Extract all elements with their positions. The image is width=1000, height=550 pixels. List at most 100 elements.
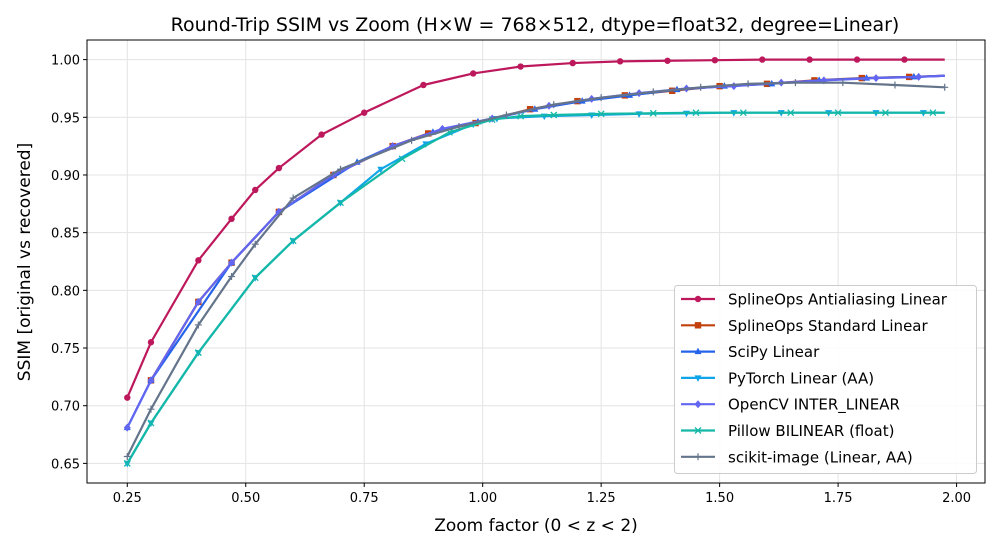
series-scikit-image-linear-aa- [123,79,949,460]
legend-item: OpenCV INTER_LINEAR [681,396,900,415]
data-point [787,109,795,117]
y-tick-label: 0.85 [51,227,80,242]
data-point [398,155,406,163]
legend-marker [694,347,702,355]
x-tick-label: 1.25 [587,491,616,506]
legend-marker [694,400,702,409]
data-point [194,349,202,357]
chart-title: Round-Trip SSIM vs Zoom (H×W = 768×512, … [171,14,900,36]
data-point [597,94,605,102]
series-splineops-antialiasing-linear [124,56,945,401]
data-point [550,101,558,109]
legend-marker [694,427,702,434]
series-pillow-bilinear-float- [123,109,945,467]
data-point [597,110,605,118]
legend-marker [694,295,702,303]
legend-marker [694,453,702,461]
legend-item: scikit-image (Linear, AA) [681,448,913,466]
data-point [649,109,657,117]
x-tick-label: 0.50 [231,491,260,506]
data-point [649,88,657,96]
data-point [194,297,202,306]
y-tick-label: 0.95 [51,111,80,126]
x-tick-label: 2.00 [942,491,971,506]
y-tick-label: 0.65 [51,457,80,472]
data-point [289,237,297,245]
x-axis-label: Zoom factor (0 < z < 2) [434,516,638,536]
data-point [147,339,155,346]
legend-label: Pillow BILINEAR (float) [728,422,894,440]
axis-ticks: 0.25 0.50 0.75 1.00 1.25 1.50 1.75 2.00 0.65 0.70… [51,54,971,506]
data-point [744,80,752,88]
data-point [123,452,131,460]
legend: SplineOps Antialiasing Linear SplineOps S… [674,285,977,474]
data-point [806,56,813,63]
data-point [420,81,427,89]
data-point [228,215,235,223]
legend-label: OpenCV INTER_LINEAR [728,396,900,415]
series-line [126,58,945,399]
legend-item: Pillow BILINEAR (float) [681,422,894,440]
data-point [147,376,155,385]
data-point [929,109,937,117]
legend-label: SciPy Linear [728,343,820,361]
data-point [891,81,899,89]
x-tick-label: 0.75 [350,491,379,506]
x-tick-label: 0.25 [113,491,142,506]
data-point [502,111,510,119]
data-point [361,109,368,116]
y-tick-label: 0.80 [51,284,80,299]
data-point [739,109,747,117]
data-point [337,199,344,207]
data-point [711,56,719,64]
data-point [839,79,847,87]
data-point [251,240,259,248]
data-point [408,136,416,144]
legend-box [674,285,977,474]
data-point [194,321,202,329]
legend-label: PyTorch Linear (AA) [728,369,874,387]
data-point [517,112,525,120]
data-point [470,70,477,77]
data-point [759,56,766,63]
data-point [882,109,889,117]
legend-label: SplineOps Standard Linear [728,317,928,335]
data-point [228,258,236,267]
data-point [616,58,624,65]
x-tick-label: 1.50 [705,491,734,506]
data-point [252,186,259,194]
y-tick-label: 0.70 [51,400,80,415]
data-point [517,63,524,70]
data-point [901,56,908,63]
data-point [664,57,671,64]
data-point [337,165,345,173]
legend-item: PyTorch Linear (AA) [681,369,874,387]
y-tick-label: 0.90 [51,169,80,184]
series-lines [123,56,949,468]
series-line [126,111,945,464]
data-point [318,131,325,138]
data-point [834,109,842,117]
data-point [123,459,131,467]
legend-item: SciPy Linear [681,343,820,361]
data-point [697,83,705,91]
data-point [147,419,155,427]
y-tick-label: 0.75 [51,342,80,357]
data-point [915,72,923,81]
x-tick-label: 1.00 [468,491,497,506]
plot-frame [86,39,986,484]
legend-marker [694,375,702,382]
data-point [123,423,131,432]
data-point [791,79,799,87]
data-point [377,166,385,174]
legend-label: SplineOps Antialiasing Linear [728,291,948,309]
data-point [853,56,861,63]
data-point [455,123,463,131]
y-axis-label: SSIM [original vs recovered] [15,143,35,381]
data-point [941,83,949,91]
y-tick-label: 1.00 [51,54,80,69]
data-point [195,257,202,264]
data-point [124,394,131,401]
data-point [289,194,297,202]
